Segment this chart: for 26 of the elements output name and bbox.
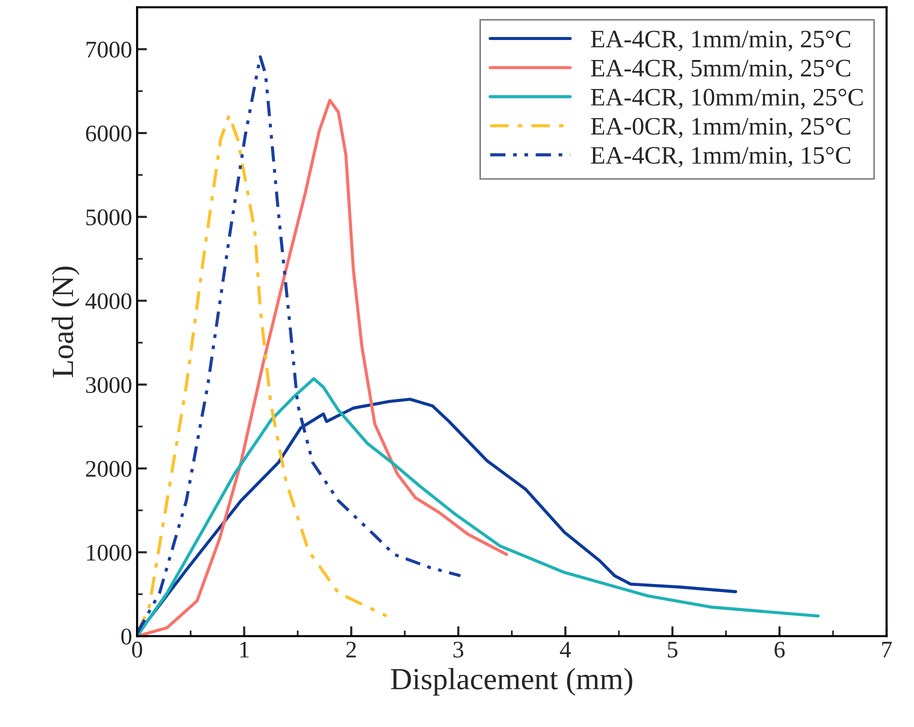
- x-tick-label: 2: [346, 642, 356, 658]
- legend-label: EA-4CR, 5mm/min, 25°C: [590, 60, 850, 80]
- legend-label: EA-4CR, 10mm/min, 25°C: [590, 88, 863, 110]
- y-tick-label: 6000: [86, 126, 132, 142]
- x-tick-label: 1: [240, 642, 249, 658]
- x-tick-label: 5: [668, 642, 678, 658]
- y-tick-label: 2000: [86, 460, 132, 477]
- x-tick-label: 6: [774, 642, 785, 658]
- y-tick-label: 0: [121, 628, 132, 645]
- line-series: [137, 98, 508, 636]
- legend-label: EA-0CR, 1mm/min, 25°C: [590, 118, 850, 138]
- y-tick-label: 3000: [86, 377, 132, 394]
- y-tick-label: 7000: [86, 42, 132, 58]
- x-axis-title: Displacement (mm): [390, 668, 632, 696]
- x-tick-label: 7: [882, 642, 892, 658]
- legend-label: EA-4CR, 1mm/min, 15°C: [590, 146, 850, 168]
- y-tick-label: 5000: [86, 209, 132, 226]
- line-series: [137, 377, 820, 636]
- y-tick-label: 4000: [85, 293, 132, 310]
- legend-label: EA-4CR, 1mm/min, 25°C: [590, 30, 850, 52]
- y-axis-title: Load (N): [52, 266, 80, 378]
- y-tick-label: 1000: [87, 544, 132, 561]
- x-tick-label: 4: [560, 642, 571, 658]
- line-series: [137, 55, 462, 635]
- x-tick-label: 0: [132, 642, 142, 658]
- x-tick-label: 3: [454, 642, 464, 658]
